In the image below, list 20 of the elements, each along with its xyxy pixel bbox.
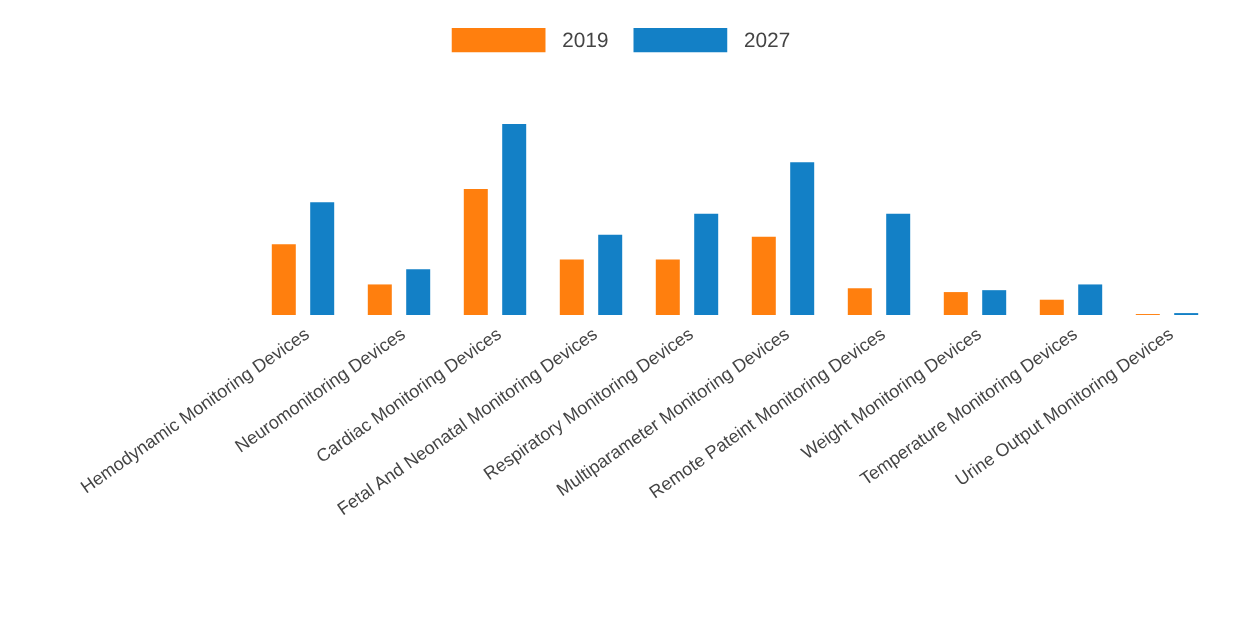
bar [271,244,296,315]
bar [943,292,968,315]
bar [1078,284,1103,315]
bar [886,213,911,315]
bar [751,236,776,315]
legend-label: 2019 [563,32,608,48]
bar [406,269,431,315]
bar [367,284,392,315]
legend-label: 2027 [744,32,790,48]
bar [655,259,680,315]
bar [982,290,1007,315]
bar [559,259,584,315]
bar [598,234,623,315]
bar [502,124,527,315]
bar [463,188,488,315]
bar [790,162,815,315]
bar [847,288,872,315]
bar [1039,299,1064,315]
bar [310,202,335,315]
bar [694,213,719,315]
